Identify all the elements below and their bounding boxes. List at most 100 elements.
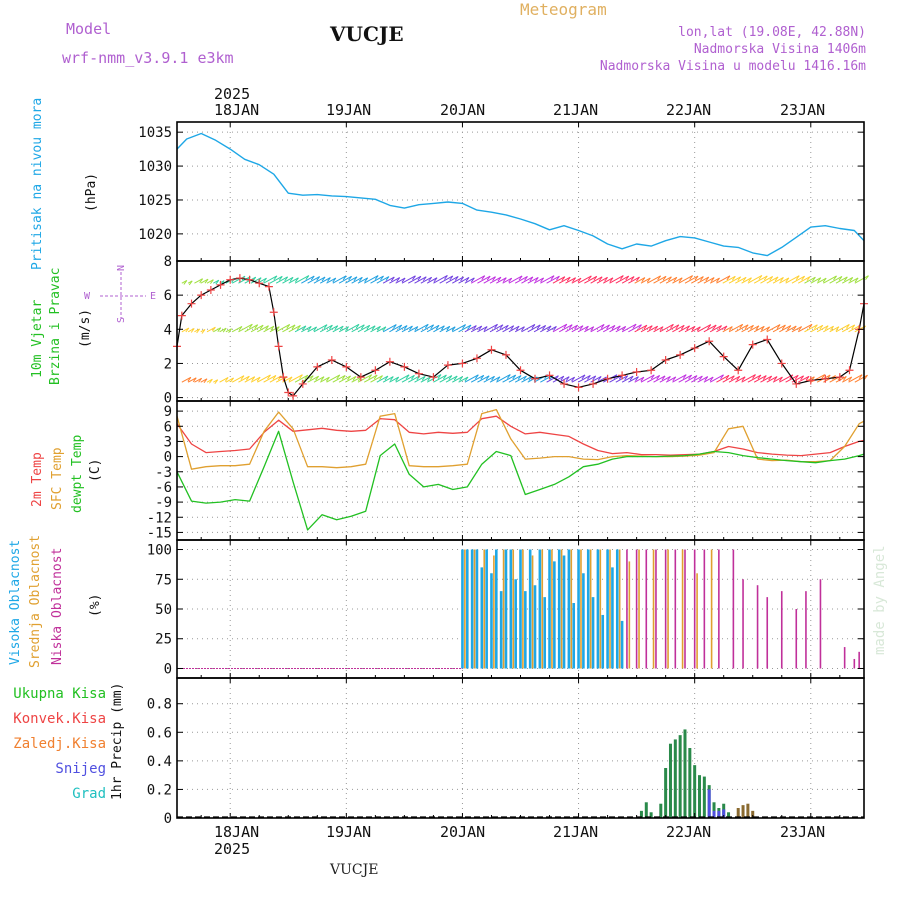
- wind-barb: [596, 324, 610, 333]
- wind-speed-marker: [255, 279, 264, 288]
- wind-barb-flag: [619, 275, 624, 280]
- wind-barb: [301, 275, 315, 284]
- wind-barb-flag: [622, 326, 627, 331]
- wind-barb-flag: [698, 375, 703, 381]
- wind-barb-flag: [736, 376, 741, 381]
- wind-barb: [552, 375, 565, 383]
- wind-barb: [382, 324, 397, 333]
- wind-barb: [225, 377, 234, 383]
- wind-barb: [540, 275, 555, 284]
- wind-barb-flag: [183, 280, 188, 285]
- wind-barb-flag: [278, 276, 283, 281]
- wind-barb: [653, 375, 666, 383]
- wind-barb-flag: [842, 376, 847, 381]
- wind-barb: [647, 374, 660, 383]
- wind-barb-flag: [584, 325, 589, 331]
- wind-barb-flag: [696, 326, 701, 332]
- wind-barb-flag: [323, 324, 328, 329]
- wind-barb-flag: [251, 376, 256, 382]
- wind-barb: [602, 324, 616, 333]
- wind-barb-flag: [587, 275, 592, 281]
- wind-barb: [452, 324, 466, 333]
- wind-barb-flag: [467, 324, 472, 330]
- wind-barb-flag: [691, 326, 696, 331]
- wind-barb-flag: [379, 375, 383, 380]
- wind-barb-flag: [480, 374, 485, 380]
- wind-barb-flag: [263, 277, 267, 283]
- wind-barb: [785, 374, 799, 383]
- wind-barb-flag: [403, 325, 408, 330]
- wind-barb-flag: [531, 324, 536, 329]
- wind-barb-flag: [824, 325, 829, 331]
- wind-speed-marker: [574, 383, 583, 392]
- wind-barb: [577, 325, 589, 333]
- wind-barb-flag: [686, 325, 691, 331]
- wind-barb: [747, 275, 763, 284]
- wind-barb-flag: [830, 325, 834, 331]
- wind-barb: [338, 275, 352, 284]
- precip-bar: [673, 739, 677, 818]
- wind-barb: [433, 374, 447, 383]
- wind-barb: [628, 376, 639, 383]
- wind-barb: [716, 275, 731, 284]
- wind-barb: [370, 375, 383, 383]
- wind-barb: [257, 374, 271, 383]
- wind-speed-marker: [603, 374, 612, 383]
- wind-speed-marker: [289, 391, 298, 400]
- wind-barb-flag: [757, 374, 762, 380]
- wind-barb: [848, 374, 863, 383]
- wind-barb-flag: [215, 279, 220, 285]
- wind-barb-flag: [297, 325, 301, 330]
- wind-barb: [288, 277, 299, 284]
- wind-barb-flag: [704, 376, 709, 381]
- wind-barb-flag: [412, 275, 416, 281]
- wind-barb-flag: [259, 324, 264, 330]
- wind-speed-marker: [371, 366, 380, 375]
- wind-speed-marker: [516, 366, 525, 375]
- wind-barb-flag: [678, 277, 683, 283]
- wind-barb: [558, 276, 571, 284]
- wind-barb: [401, 275, 416, 284]
- wind-barb-flag: [864, 374, 868, 380]
- wind-barb: [779, 325, 792, 333]
- wind-barb: [351, 276, 363, 284]
- wind-barb: [659, 375, 671, 383]
- wind-barb-flag: [763, 275, 768, 281]
- precip-bar: [683, 729, 687, 818]
- wind-barb-flag: [523, 375, 527, 381]
- wind-barb: [445, 326, 456, 333]
- wind-barb-flag: [560, 375, 565, 381]
- wind-speed-marker: [298, 379, 307, 388]
- wind-speed-marker: [342, 362, 351, 371]
- wind-barb-flag: [563, 323, 568, 329]
- wind-barb-flag: [675, 324, 680, 330]
- wind-barb: [250, 376, 261, 383]
- wind-barb: [766, 324, 781, 333]
- wind-barb-flag: [710, 277, 715, 282]
- model-label: Model: [66, 20, 112, 38]
- wind-barb: [527, 276, 539, 284]
- wind-barb-flag: [315, 375, 320, 381]
- wind-barb: [307, 276, 320, 284]
- model-name: wrf-nmm_v3.9.1 e3km: [62, 49, 234, 67]
- wind-barb: [791, 275, 805, 284]
- wind-speed-marker: [313, 362, 322, 371]
- wind-barb-flag: [389, 376, 394, 381]
- wind-barb: [823, 325, 834, 333]
- y-tick-label: 0.2: [147, 782, 172, 798]
- wind-barb-flag: [851, 324, 856, 330]
- wind-barb-flag: [748, 277, 752, 283]
- wind-barb: [716, 374, 730, 383]
- wind-barb-flag: [291, 324, 296, 330]
- wind-barb-flag: [286, 324, 291, 329]
- wind-barb: [640, 325, 653, 333]
- wind-barb-flag: [848, 376, 853, 382]
- wind-barb-flag: [616, 325, 621, 331]
- wind-barb: [565, 376, 575, 383]
- wind-barb-flag: [217, 327, 222, 333]
- wind-barb: [194, 377, 202, 383]
- wind-barb-flag: [209, 279, 214, 284]
- wind-barb-flag: [593, 276, 598, 281]
- y-tick-label: -15: [147, 525, 172, 541]
- precip-bar: [736, 808, 740, 818]
